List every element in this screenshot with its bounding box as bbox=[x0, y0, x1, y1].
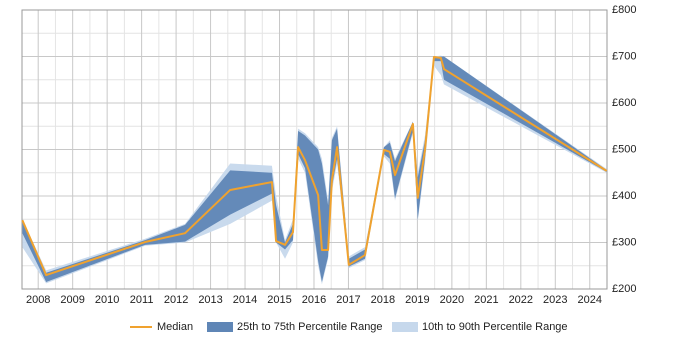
band bbox=[22, 56, 607, 283]
median-line bbox=[21, 55, 608, 277]
y-tick-label: £300 bbox=[612, 236, 636, 248]
x-tick-label: 2012 bbox=[164, 294, 188, 306]
x-tick-label: 2023 bbox=[543, 294, 567, 306]
y-tick-label: £200 bbox=[612, 283, 636, 295]
x-tick-label: 2022 bbox=[509, 294, 533, 306]
x-tick-label: 2014 bbox=[233, 294, 257, 306]
y-tick-label: £700 bbox=[612, 50, 636, 62]
x-tick-label: 2016 bbox=[302, 294, 326, 306]
y-tick-label: £400 bbox=[612, 190, 636, 202]
x-tick-label: 2010 bbox=[95, 294, 119, 306]
legend-label: 25th to 75th Percentile Range bbox=[237, 321, 383, 333]
x-tick-label: 2020 bbox=[440, 294, 464, 306]
legend-swatch bbox=[392, 322, 418, 332]
x-tick-label: 2021 bbox=[474, 294, 498, 306]
plot-frame bbox=[21, 9, 608, 290]
x-tick-label: 2013 bbox=[198, 294, 222, 306]
x-tick-label: 2024 bbox=[578, 294, 602, 306]
x-tick-label: 2011 bbox=[130, 294, 154, 306]
legend-swatch bbox=[207, 322, 233, 332]
y-tick-label: £600 bbox=[612, 97, 636, 109]
legend-label: 10th to 90th Percentile Range bbox=[422, 321, 568, 333]
x-tick-label: 2015 bbox=[267, 294, 291, 306]
x-tick-label: 2018 bbox=[371, 294, 395, 306]
y-tick-label: £500 bbox=[612, 143, 636, 155]
y-tick-label: £800 bbox=[612, 4, 636, 16]
legend-label: Median bbox=[157, 321, 193, 333]
x-tick-label: 2017 bbox=[336, 294, 360, 306]
x-tick-label: 2019 bbox=[405, 294, 429, 306]
x-tick-label: 2009 bbox=[60, 294, 84, 306]
x-tick-label: 2008 bbox=[26, 294, 50, 306]
